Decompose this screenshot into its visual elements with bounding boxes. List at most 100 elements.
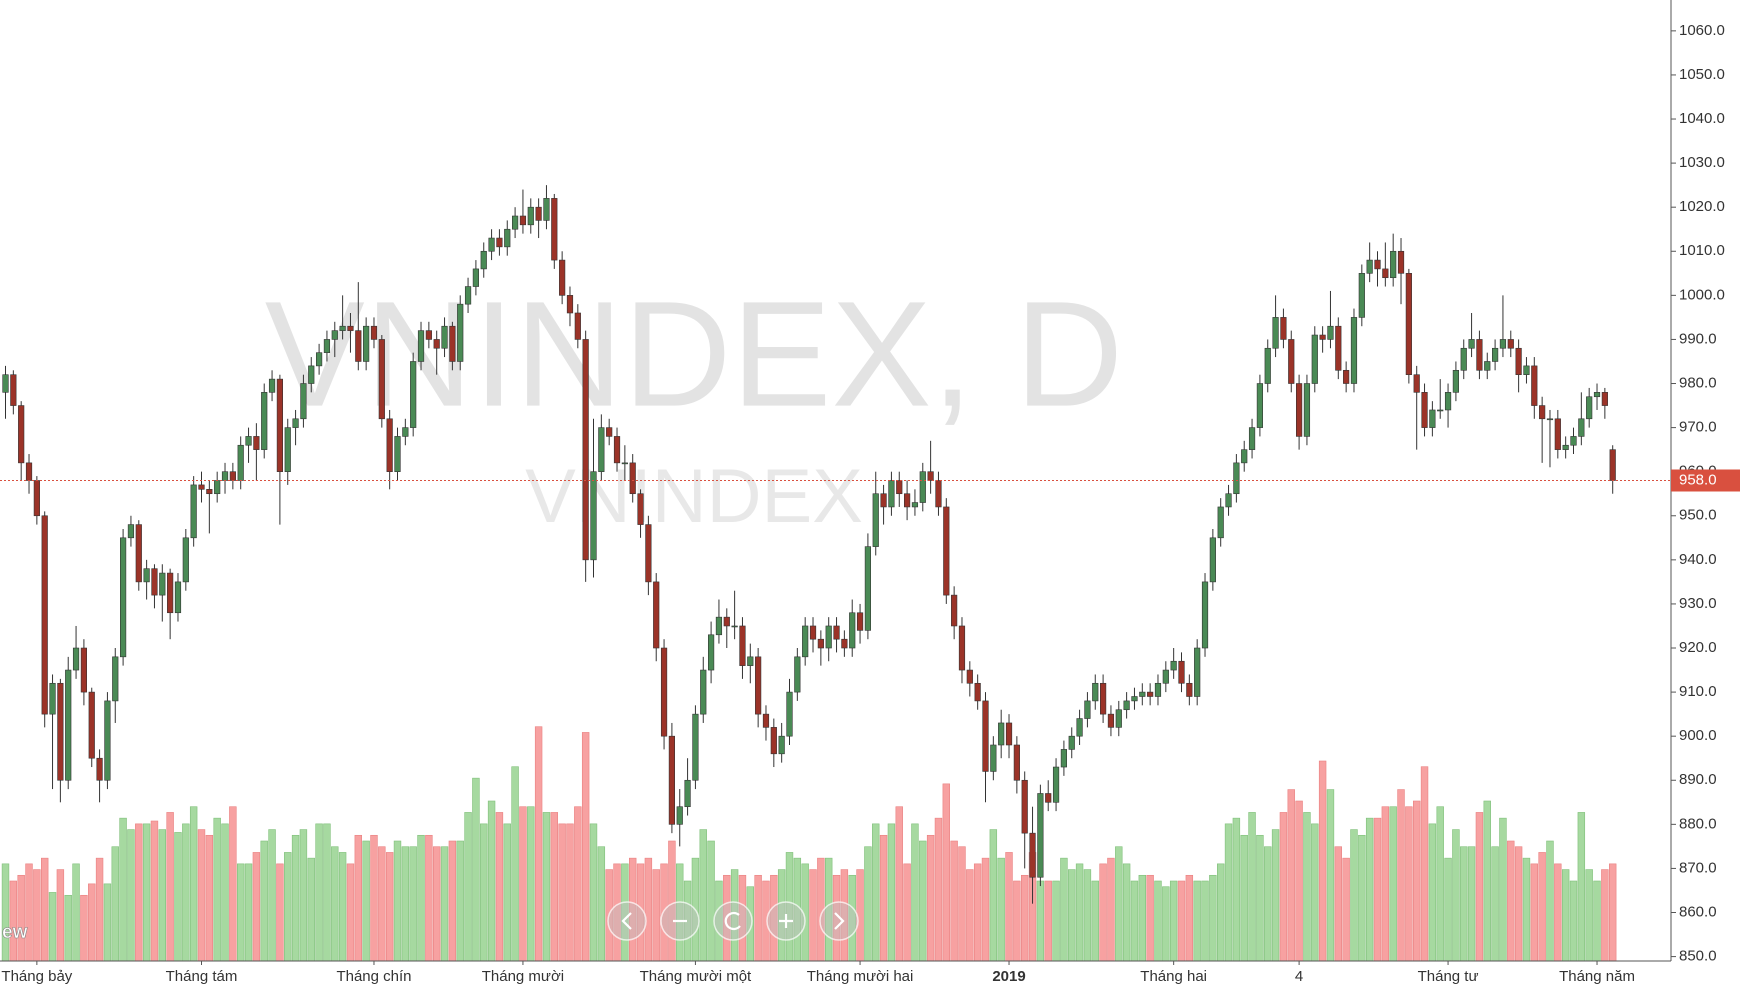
candle-body	[1343, 369, 1350, 384]
candle-body	[1288, 339, 1295, 384]
volume-bar	[1475, 812, 1484, 962]
y-tick-label: 900.0	[1679, 727, 1717, 744]
candle-body	[1194, 647, 1201, 697]
candle-body	[1397, 250, 1405, 274]
candle-body	[1593, 392, 1601, 398]
candle-body	[1303, 383, 1311, 437]
y-tick-label: 980.0	[1679, 374, 1717, 391]
candle-body	[629, 462, 636, 495]
watermark-layer: VNINDEX, D VNINDEX	[265, 270, 1123, 539]
candle-body	[1499, 339, 1507, 349]
volume-bar	[1467, 846, 1476, 962]
candle-body	[1421, 392, 1428, 428]
candle-body	[1492, 347, 1499, 362]
volume-bar	[895, 806, 903, 962]
candle-body	[174, 581, 182, 614]
volume-bar	[464, 812, 472, 962]
volume-bar	[1444, 857, 1452, 962]
candle-body	[441, 325, 448, 349]
volume-bar	[166, 812, 174, 962]
candle-body	[621, 462, 628, 465]
candle-body	[1570, 436, 1577, 446]
candle-body	[974, 682, 981, 702]
volume-bar	[942, 783, 951, 962]
candle-body	[543, 198, 550, 221]
candle-body	[425, 330, 432, 340]
candle-body	[496, 237, 503, 248]
candle-body	[872, 493, 879, 547]
volume-bar	[1193, 880, 1201, 962]
volume-bar	[370, 834, 378, 962]
candle-body	[755, 656, 762, 715]
volume-bar	[252, 852, 261, 962]
candle-body	[1217, 506, 1224, 539]
volume-bar	[1209, 874, 1217, 962]
candle-body	[1507, 339, 1514, 349]
candle-body	[598, 427, 605, 472]
candle-body	[268, 378, 276, 393]
candle-body	[1382, 268, 1389, 279]
volume-bar	[1020, 874, 1029, 962]
candle-body	[1264, 347, 1271, 384]
scroll-right-button[interactable]	[819, 901, 859, 941]
candle-body	[504, 228, 511, 248]
candle-body	[292, 418, 299, 428]
volume-bar	[1593, 880, 1601, 962]
candle-body	[590, 471, 597, 561]
candle-body	[825, 625, 832, 649]
volume-bar	[1334, 846, 1343, 962]
volume-layer	[1, 726, 1617, 962]
volume-bar	[589, 823, 598, 962]
volume-bar	[1491, 846, 1499, 962]
candle-body	[1531, 365, 1538, 406]
volume-bar	[119, 817, 127, 962]
icon-plus	[779, 914, 793, 928]
volume-bar	[1005, 852, 1013, 962]
y-tick-label: 1060.0	[1679, 22, 1725, 39]
volume-bar	[981, 857, 990, 962]
candle-body	[794, 656, 801, 693]
candle-body	[1068, 735, 1075, 750]
y-tick-label: 890.0	[1679, 771, 1717, 788]
volume-bar	[644, 857, 653, 962]
volume-bar	[958, 846, 966, 962]
volume-bar	[989, 829, 998, 962]
volume-bar	[1217, 863, 1225, 962]
volume-bar	[95, 857, 104, 962]
volume-bar	[1601, 869, 1609, 962]
candle-body	[700, 669, 707, 715]
candle-body	[966, 669, 973, 684]
candle-body	[433, 339, 440, 349]
candle-body	[1256, 383, 1263, 428]
candle-body	[747, 656, 754, 666]
volume-bar	[127, 829, 135, 962]
scroll-left-button[interactable]	[607, 901, 647, 941]
candle-body	[386, 418, 393, 472]
candle-body	[676, 806, 683, 825]
volume-bar	[1373, 817, 1382, 962]
volume-bar	[1240, 834, 1248, 962]
volume-bar	[56, 869, 65, 962]
candle-body	[613, 436, 621, 464]
volume-bar	[1609, 863, 1617, 962]
reset-button[interactable]	[713, 901, 753, 941]
volume-bar	[550, 812, 559, 962]
candle-body	[457, 303, 464, 362]
volume-bar	[558, 823, 566, 962]
volume-bar	[1326, 789, 1335, 962]
candle-body	[919, 471, 926, 503]
volume-bar	[872, 823, 880, 962]
candle-body	[1578, 418, 1585, 437]
volume-bar	[472, 777, 480, 962]
candle-body	[1186, 682, 1193, 697]
volume-bar	[911, 823, 919, 962]
volume-bar	[1224, 823, 1233, 962]
volume-bar	[1522, 857, 1531, 962]
volume-bar	[480, 823, 488, 962]
x-tick-label: Tháng chín	[336, 968, 411, 985]
x-tick-label: Tháng bảy	[1, 968, 72, 985]
candle-body	[927, 471, 934, 481]
volume-bar	[1318, 760, 1327, 962]
candle-body	[488, 237, 495, 252]
x-tick-label: Tháng mười một	[640, 968, 752, 985]
